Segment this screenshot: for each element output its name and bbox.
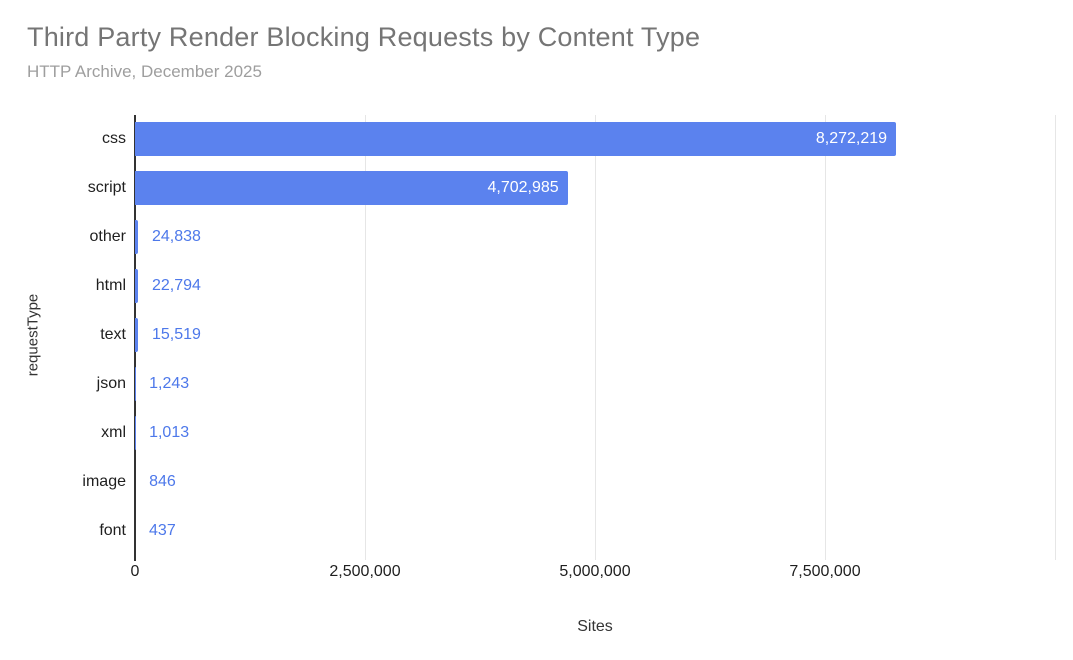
chart-row-text: text 15,519 bbox=[100, 311, 1055, 360]
gridline bbox=[365, 115, 366, 560]
category-label-xml: xml bbox=[101, 423, 126, 441]
x-tick-label-2500000: 2,500,000 bbox=[329, 563, 401, 580]
chart-row-image: image 846 bbox=[82, 457, 1055, 506]
category-label-font: font bbox=[99, 521, 126, 539]
x-tick-label-7500000: 7,500,000 bbox=[789, 563, 861, 580]
value-label-css: 8,272,219 bbox=[815, 130, 888, 148]
bar-script[interactable] bbox=[135, 171, 568, 206]
chart-row-css: css 8,272,219 bbox=[102, 115, 1055, 164]
value-label-text: 15,519 bbox=[152, 325, 201, 343]
category-label-json: json bbox=[96, 374, 126, 392]
y-axis-line bbox=[134, 115, 136, 561]
value-label-html: 22,794 bbox=[152, 277, 201, 295]
x-tick-label-5000000: 5,000,000 bbox=[559, 563, 631, 580]
bar-html[interactable] bbox=[135, 269, 138, 304]
value-label-image: 846 bbox=[149, 472, 176, 490]
value-label-xml: 1,013 bbox=[149, 423, 190, 441]
category-label-other: other bbox=[89, 228, 126, 246]
chart-row-xml: xml 1,013 bbox=[101, 408, 1055, 457]
value-label-json: 1,243 bbox=[149, 374, 190, 392]
x-tick-label-0: 0 bbox=[130, 563, 140, 580]
chart-row-html: html 22,794 bbox=[96, 262, 1055, 311]
chart-row-script: script 4,702,985 bbox=[88, 164, 1055, 213]
x-axis-title: Sites bbox=[577, 618, 613, 635]
plot-area: css 8,272,219 script 4,702,985 other 24,838 ht… bbox=[82, 115, 1056, 561]
gridline bbox=[1055, 115, 1056, 560]
bar-css[interactable] bbox=[135, 122, 897, 157]
chart-row-other: other 24,838 bbox=[90, 213, 1055, 262]
category-label-html: html bbox=[95, 277, 126, 295]
category-label-image: image bbox=[82, 472, 126, 490]
bar-text[interactable] bbox=[135, 317, 138, 352]
value-label-other: 24,838 bbox=[152, 228, 201, 246]
category-label-text: text bbox=[100, 325, 126, 343]
value-label-script: 4,702,985 bbox=[487, 179, 559, 197]
gridline bbox=[595, 115, 596, 560]
chart-row-font: font 437 bbox=[99, 506, 1055, 555]
category-label-script: script bbox=[87, 179, 126, 197]
chart-title: Third Party Render Blocking Requests by … bbox=[27, 22, 701, 52]
gridline bbox=[825, 115, 826, 560]
chart-row-json: json 1,243 bbox=[97, 359, 1055, 408]
category-label-css: css bbox=[102, 130, 126, 148]
bar-other[interactable] bbox=[135, 220, 138, 255]
chart-subtitle: HTTP Archive, December 2025 bbox=[27, 62, 262, 81]
value-label-font: 437 bbox=[149, 521, 176, 539]
y-axis-title: requestType bbox=[24, 293, 42, 377]
